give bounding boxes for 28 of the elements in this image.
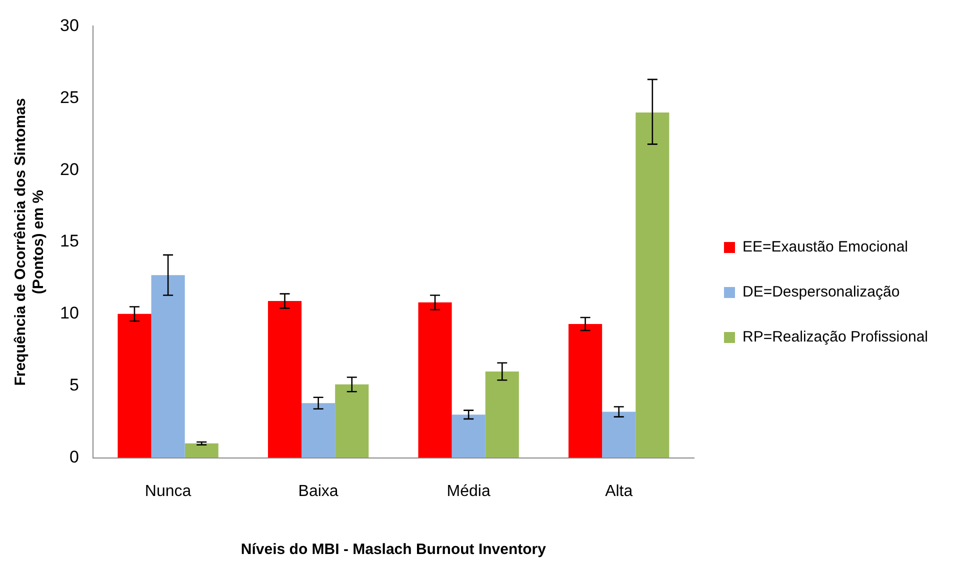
y-tick-label: 25: [60, 88, 79, 107]
bar: [335, 384, 369, 458]
y-tick-label: 30: [60, 16, 79, 35]
x-tick-label: Nunca: [144, 482, 192, 500]
bar: [568, 324, 602, 458]
legend-label: EE=Exaustão Emocional: [742, 238, 908, 256]
y-tick-label: 15: [60, 232, 79, 251]
bar: [485, 371, 519, 458]
x-axis-title: Níveis do MBI - Maslach Burnout Inventory: [240, 541, 547, 558]
y-axis-title: Frequência de Ocorrência dos Sintomas (Pontos) em %: [12, 98, 48, 386]
y-tick-label: 20: [60, 160, 79, 179]
bar: [452, 414, 486, 458]
legend-label: RP=Realização Profissional: [742, 328, 928, 346]
x-tick-label: Baixa: [298, 482, 338, 500]
bar: [636, 112, 670, 458]
y-tick-label: 5: [69, 376, 79, 395]
bar: [418, 302, 452, 458]
bar: [151, 275, 185, 458]
y-tick-label: 0: [69, 447, 79, 466]
bar: [302, 403, 336, 458]
legend-label: DE=Despersonalização: [742, 284, 900, 301]
x-tick-label: Alta: [605, 482, 633, 500]
y-tick-label: 10: [60, 304, 79, 323]
bar: [184, 443, 218, 458]
x-tick-label: Média: [446, 482, 490, 500]
bar: [268, 300, 302, 458]
bar: [602, 412, 636, 458]
bar: [118, 314, 152, 458]
